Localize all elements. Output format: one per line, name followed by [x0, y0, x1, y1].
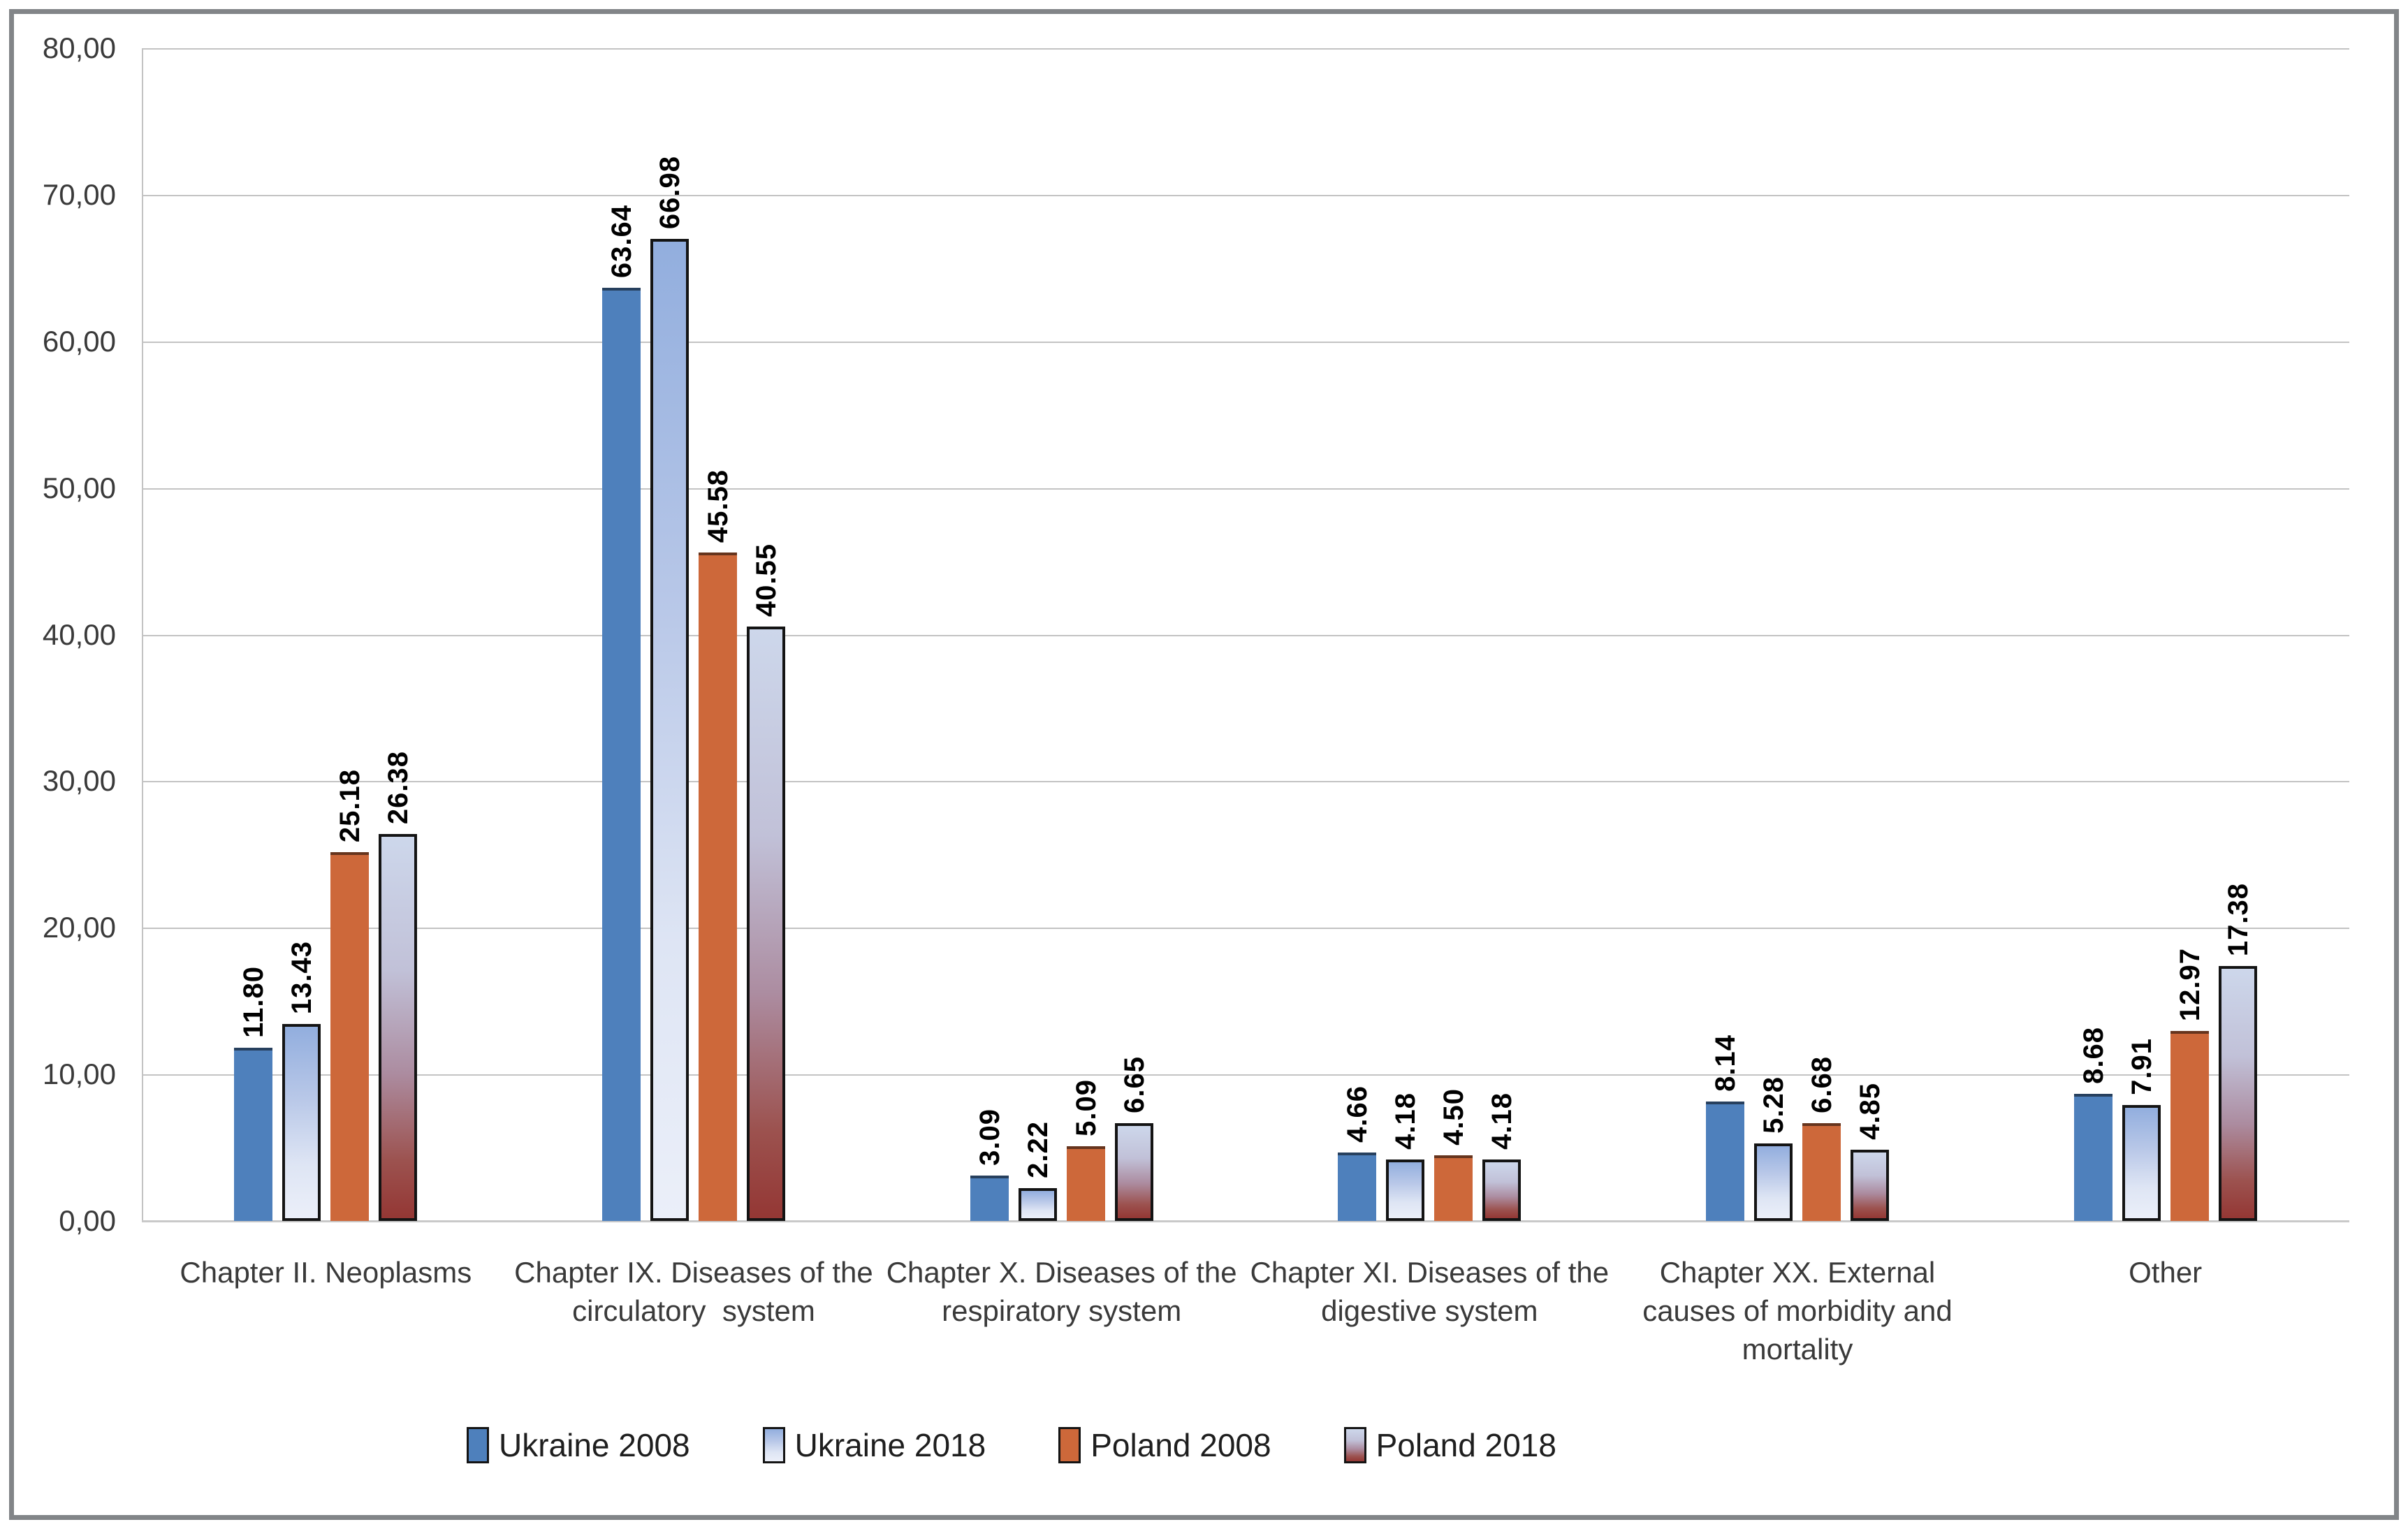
y-axis-tick-label: 0,00: [59, 1204, 116, 1237]
legend-swatch: [1058, 1427, 1081, 1463]
bar: [2074, 1094, 2113, 1221]
bar-value-label: 25.18: [334, 768, 365, 842]
y-axis-tick-label: 30,00: [42, 764, 116, 798]
legend-item: Poland 2008: [1058, 1426, 1271, 1464]
y-axis-tick-label: 40,00: [42, 617, 116, 651]
category-label: Chapter IX. Diseases of the circulatory s…: [514, 1256, 873, 1327]
bar: [1482, 1159, 1521, 1221]
bar: [747, 627, 785, 1221]
gridline: [142, 488, 2349, 490]
category-label: Chapter II. Neoplasms: [180, 1256, 472, 1289]
legend-label: Ukraine 2018: [794, 1427, 986, 1463]
bar: [2170, 1031, 2209, 1221]
bar-value-label: 12.97: [2174, 947, 2205, 1021]
bar: [1019, 1188, 1057, 1221]
legend: Ukraine 2008 Ukraine 2018 Poland 2008 Polan…: [467, 1426, 1556, 1464]
bar-value-label: 7.91: [2126, 1038, 2157, 1095]
bar: [650, 239, 689, 1221]
bar-value-label: 6.68: [1806, 1056, 1837, 1113]
bar-value-label: 4.18: [1389, 1092, 1421, 1150]
y-axis-tick-label: 20,00: [42, 911, 116, 944]
bar-value-label: 66.98: [654, 155, 685, 229]
legend-swatch: [467, 1427, 489, 1463]
bar: [1386, 1159, 1424, 1221]
legend-item: Ukraine 2018: [762, 1426, 986, 1464]
bar: [1851, 1150, 1889, 1221]
gridline: [142, 194, 2349, 196]
legend-label: Poland 2018: [1376, 1427, 1556, 1463]
y-axis-line: [142, 48, 143, 1221]
bar: [330, 852, 369, 1221]
bar: [379, 834, 417, 1221]
bar: [1067, 1146, 1105, 1221]
category-label: Chapter XX. External causes of morbidity …: [1642, 1256, 1953, 1366]
bar-value-label: 8.14: [1709, 1034, 1741, 1092]
y-axis-tick-label: 80,00: [42, 31, 116, 64]
bar: [1338, 1153, 1376, 1221]
legend-item: Poland 2018: [1343, 1426, 1556, 1464]
legend-label: Ukraine 2008: [499, 1427, 690, 1463]
legend-swatch: [1343, 1427, 1366, 1463]
bar-value-label: 4.66: [1341, 1085, 1373, 1143]
bar-value-label: 6.65: [1118, 1056, 1150, 1113]
bar-value-label: 5.09: [1070, 1079, 1102, 1136]
bar: [699, 553, 737, 1221]
bar-value-label: 13.43: [286, 940, 317, 1014]
bar: [1754, 1143, 1793, 1221]
y-axis-tick-label: 50,00: [42, 471, 116, 504]
gridline: [142, 781, 2349, 783]
gridline: [142, 48, 2349, 50]
bar-value-label: 5.28: [1758, 1076, 1789, 1134]
category-label: Chapter XI. Diseases of the digestive sys…: [1250, 1256, 1610, 1327]
bar-value-label: 4.18: [1486, 1092, 1517, 1150]
bar-value-label: 3.09: [974, 1109, 1005, 1166]
bar: [602, 288, 641, 1221]
bar-value-label: 17.38: [2222, 882, 2254, 956]
bar: [1706, 1102, 1744, 1221]
bar: [1115, 1123, 1153, 1221]
y-axis-tick-label: 70,00: [42, 177, 116, 211]
bar-value-label: 4.85: [1854, 1083, 1885, 1140]
legend-item: Ukraine 2008: [467, 1426, 690, 1464]
bar-value-label: 63.64: [606, 204, 637, 278]
gridline: [142, 341, 2349, 343]
y-axis-tick-label: 60,00: [42, 324, 116, 358]
gridline: [142, 1074, 2349, 1076]
bar-value-label: 26.38: [382, 750, 414, 824]
chart-frame: [9, 9, 2399, 1520]
bar: [970, 1176, 1009, 1221]
bar-value-label: 2.22: [1022, 1121, 1053, 1178]
bar-value-label: 4.50: [1438, 1088, 1469, 1146]
category-label: Other: [2129, 1256, 2203, 1289]
gridline: [142, 928, 2349, 930]
category-label: Chapter X. Diseases of the respiratory sy…: [886, 1256, 1237, 1327]
legend-swatch: [762, 1427, 785, 1463]
legend-label: Poland 2008: [1090, 1427, 1271, 1463]
bar-value-label: 40.55: [750, 543, 782, 617]
bar: [2219, 966, 2257, 1221]
y-axis-tick-label: 10,00: [42, 1058, 116, 1091]
bar: [2122, 1105, 2161, 1221]
x-axis-line: [142, 1220, 2349, 1222]
bar-value-label: 45.58: [702, 469, 734, 543]
bar: [234, 1048, 272, 1221]
bar: [282, 1024, 321, 1221]
bar: [1434, 1155, 1473, 1221]
bar-value-label: 8.68: [2078, 1027, 2109, 1084]
bar: [1802, 1123, 1841, 1221]
plot-area: 11.80 63.64 3.09 4.66 8.14 8.68 13.43 66.98 2.22…: [142, 48, 2349, 1222]
gridline: [142, 634, 2349, 636]
bar-value-label: 11.80: [238, 966, 269, 1038]
